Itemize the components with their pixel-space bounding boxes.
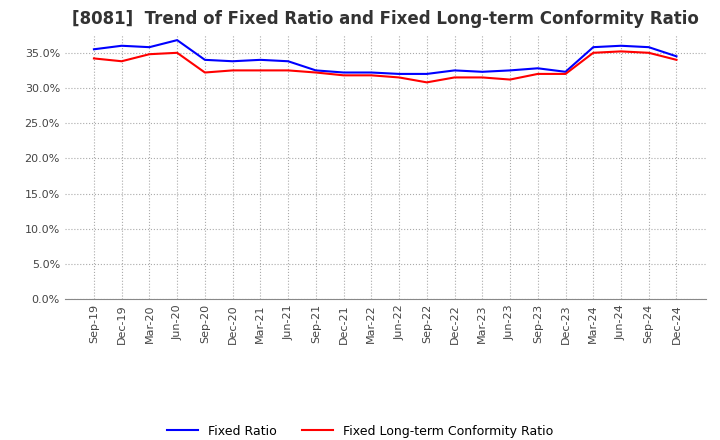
Fixed Ratio — [423, 71, 431, 77]
Fixed Long-term Conformity Ratio — [339, 73, 348, 78]
Fixed Ratio — [616, 43, 625, 48]
Fixed Long-term Conformity Ratio — [589, 50, 598, 55]
Fixed Ratio — [173, 37, 181, 43]
Fixed Ratio — [145, 44, 154, 50]
Fixed Ratio — [450, 68, 459, 73]
Fixed Long-term Conformity Ratio — [201, 70, 210, 75]
Fixed Ratio — [395, 71, 403, 77]
Fixed Ratio — [589, 44, 598, 50]
Fixed Ratio — [312, 68, 320, 73]
Fixed Long-term Conformity Ratio — [367, 73, 376, 78]
Legend: Fixed Ratio, Fixed Long-term Conformity Ratio: Fixed Ratio, Fixed Long-term Conformity … — [162, 420, 558, 440]
Fixed Ratio — [89, 47, 98, 52]
Fixed Ratio — [672, 54, 681, 59]
Fixed Long-term Conformity Ratio — [395, 75, 403, 80]
Fixed Long-term Conformity Ratio — [228, 68, 237, 73]
Fixed Ratio — [339, 70, 348, 75]
Fixed Long-term Conformity Ratio — [561, 71, 570, 77]
Fixed Ratio — [284, 59, 292, 64]
Fixed Long-term Conformity Ratio — [450, 75, 459, 80]
Fixed Long-term Conformity Ratio — [478, 75, 487, 80]
Fixed Long-term Conformity Ratio — [173, 50, 181, 55]
Fixed Ratio — [201, 57, 210, 62]
Fixed Ratio — [256, 57, 265, 62]
Line: Fixed Ratio: Fixed Ratio — [94, 40, 677, 74]
Fixed Ratio — [505, 68, 514, 73]
Line: Fixed Long-term Conformity Ratio: Fixed Long-term Conformity Ratio — [94, 51, 677, 82]
Fixed Long-term Conformity Ratio — [616, 49, 625, 54]
Fixed Ratio — [478, 69, 487, 74]
Fixed Long-term Conformity Ratio — [117, 59, 126, 64]
Fixed Long-term Conformity Ratio — [284, 68, 292, 73]
Fixed Long-term Conformity Ratio — [672, 57, 681, 62]
Fixed Long-term Conformity Ratio — [505, 77, 514, 82]
Fixed Long-term Conformity Ratio — [644, 50, 653, 55]
Fixed Ratio — [117, 43, 126, 48]
Fixed Ratio — [534, 66, 542, 71]
Fixed Ratio — [644, 44, 653, 50]
Fixed Ratio — [367, 70, 376, 75]
Fixed Long-term Conformity Ratio — [89, 56, 98, 61]
Fixed Ratio — [228, 59, 237, 64]
Fixed Long-term Conformity Ratio — [312, 70, 320, 75]
Fixed Long-term Conformity Ratio — [145, 51, 154, 57]
Fixed Long-term Conformity Ratio — [423, 80, 431, 85]
Fixed Long-term Conformity Ratio — [534, 71, 542, 77]
Title: [8081]  Trend of Fixed Ratio and Fixed Long-term Conformity Ratio: [8081] Trend of Fixed Ratio and Fixed Lo… — [72, 10, 698, 28]
Fixed Long-term Conformity Ratio — [256, 68, 265, 73]
Fixed Ratio — [561, 69, 570, 74]
